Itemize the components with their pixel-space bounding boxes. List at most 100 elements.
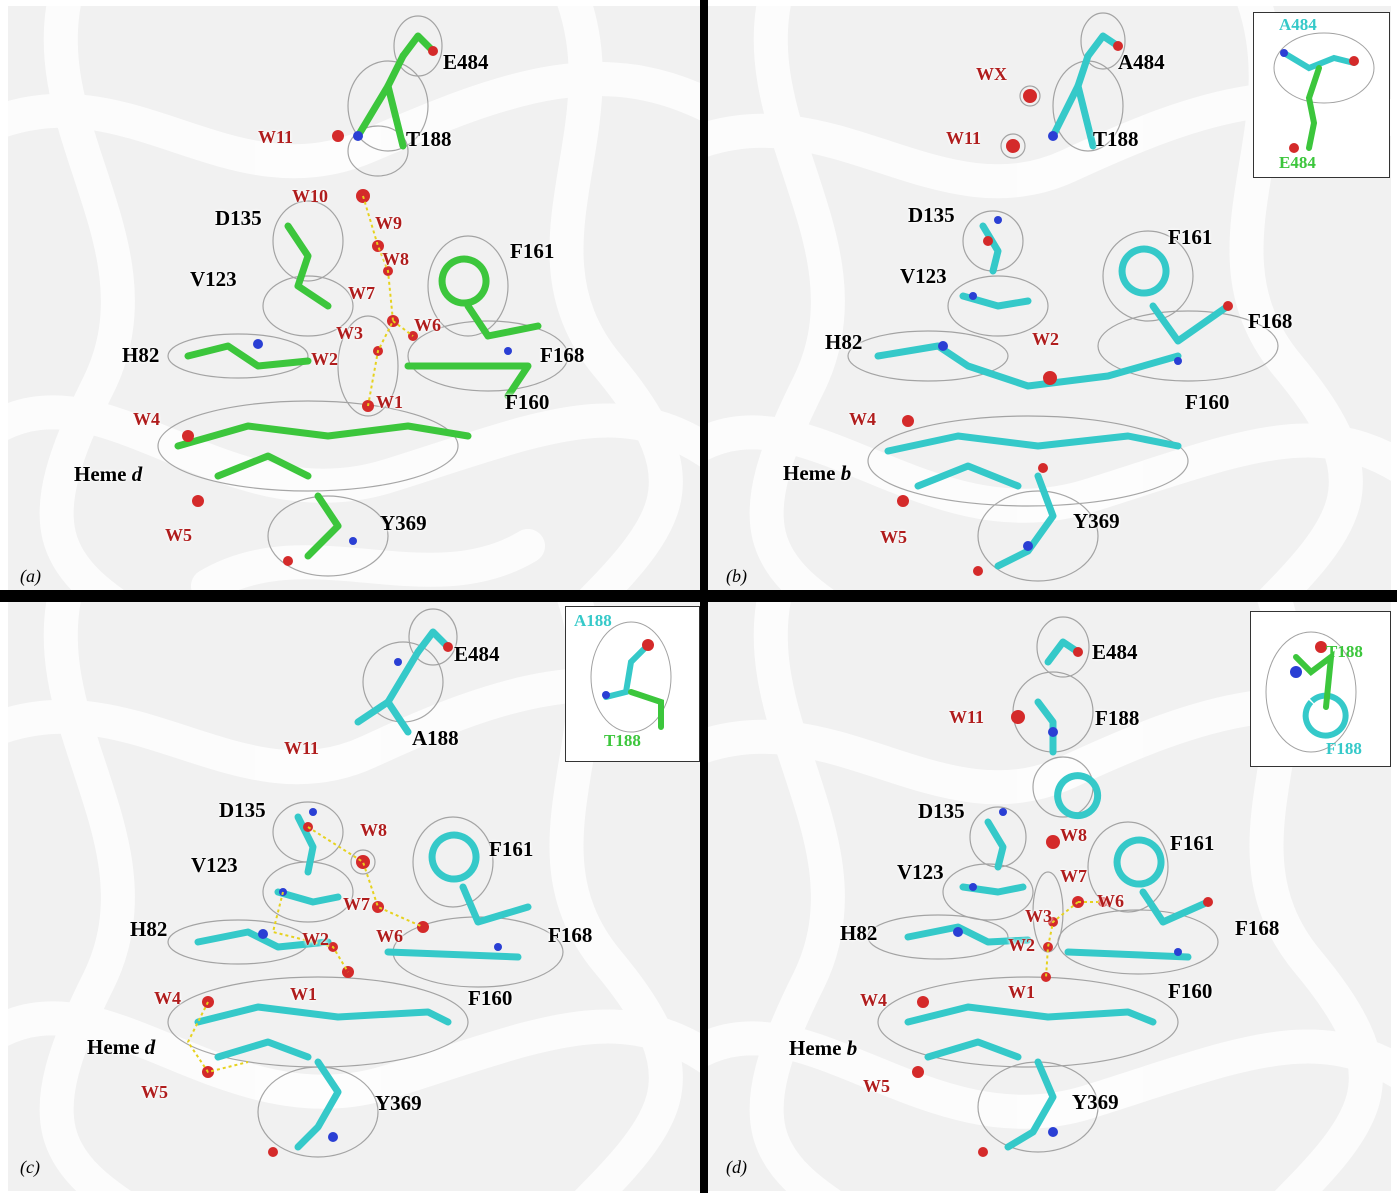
panel-d: E484 F188 D135 V123 H82 F161 F168 F160 Y… <box>708 602 1391 1191</box>
water-label: W2 <box>311 349 338 369</box>
panel-c: E484 A188 D135 V123 H82 F161 F168 F160 Y… <box>8 602 700 1191</box>
residue-label: Y369 <box>375 1091 422 1115</box>
residue-label: F168 <box>540 343 585 367</box>
residue-label: H82 <box>122 343 160 367</box>
inset-mutation-overlay: T188 F188 <box>1250 611 1391 767</box>
panel-a-scene <box>8 6 700 590</box>
residue-label: H82 <box>825 330 863 354</box>
water-label: W8 <box>382 249 409 269</box>
sticks <box>194 628 532 1151</box>
heme-label: Heme d <box>74 462 143 486</box>
residue-label: E484 <box>1092 640 1138 664</box>
residue-label: V123 <box>190 267 237 291</box>
horizontal-divider <box>0 590 1397 602</box>
inset-label-bottom: E484 <box>1279 153 1316 172</box>
water-label: W6 <box>376 926 403 946</box>
residue-label: F160 <box>505 390 550 414</box>
residue-label: F160 <box>1185 390 1230 414</box>
residue-label: Y369 <box>1073 509 1120 533</box>
inset-mutation-overlay: A188 T188 <box>565 606 700 762</box>
residue-label: E484 <box>443 50 489 74</box>
water-label: W2 <box>1032 329 1059 349</box>
panel-letter: (b) <box>726 566 747 586</box>
water-label: W10 <box>292 186 328 206</box>
water-label: W4 <box>154 988 181 1008</box>
residue-label: F161 <box>1168 225 1213 249</box>
water-label: W11 <box>946 128 982 148</box>
mesh <box>157 15 569 577</box>
water-label: WX <box>976 64 1007 84</box>
residue-label: T188 <box>406 127 452 151</box>
residue-label: F168 <box>1235 916 1280 940</box>
water-label: W3 <box>1025 906 1052 926</box>
inset-label-top: A188 <box>574 611 612 630</box>
inset-scene <box>1273 32 1375 153</box>
inset-label-top: A484 <box>1279 15 1317 34</box>
residue-label: F160 <box>468 986 513 1010</box>
water-label: W11 <box>284 738 320 758</box>
atoms-nitrogen <box>953 727 1182 1137</box>
residue-label: F161 <box>489 837 534 861</box>
residue-label: D135 <box>215 206 262 230</box>
water-label: W3 <box>336 323 363 343</box>
water-label: W5 <box>141 1082 168 1102</box>
residue-label: F188 <box>1095 706 1140 730</box>
sticks <box>904 638 1212 1151</box>
residue-label: D135 <box>908 203 955 227</box>
sticks <box>174 32 542 560</box>
inset-label-bottom: F188 <box>1326 739 1362 758</box>
water-label: W8 <box>360 820 387 840</box>
water-label: W11 <box>258 127 294 147</box>
residue-label: F161 <box>1170 831 1215 855</box>
panel-letter: (a) <box>20 566 41 586</box>
panel-b: A484 T188 D135 V123 H82 F161 F168 F160 Y… <box>708 6 1391 590</box>
residue-label: D135 <box>219 798 266 822</box>
heme-label: Heme b <box>789 1036 858 1060</box>
water-label: W6 <box>414 315 441 335</box>
water-label: W6 <box>1097 891 1124 911</box>
residue-label: F168 <box>1248 309 1293 333</box>
water-label: W9 <box>375 213 402 233</box>
residue-label: H82 <box>840 921 878 945</box>
residue-label: D135 <box>918 799 965 823</box>
residue-label: F168 <box>548 923 593 947</box>
inset-mutation-overlay: A484 E484 <box>1253 12 1390 178</box>
residue-label: F160 <box>1168 979 1213 1003</box>
water-label: W8 <box>1060 825 1087 845</box>
inset-scene <box>1265 631 1357 753</box>
residue-label: F161 <box>510 239 555 263</box>
residue-label: Y369 <box>380 511 427 535</box>
hbonds <box>1045 901 1103 978</box>
water-label: W5 <box>863 1076 890 1096</box>
water-label: W7 <box>343 894 370 914</box>
residue-label: H82 <box>130 917 168 941</box>
water-label: W2 <box>302 929 329 949</box>
water-label: W7 <box>348 283 375 303</box>
residue-label: T188 <box>1093 127 1139 151</box>
water-label: W11 <box>949 707 985 727</box>
inset-scene <box>590 621 672 733</box>
residue-label: A188 <box>412 726 459 750</box>
heme-label: Heme d <box>87 1035 156 1059</box>
hbonds <box>362 195 414 407</box>
water-label: W4 <box>849 409 876 429</box>
residue-label: V123 <box>897 860 944 884</box>
residue-label: E484 <box>454 642 500 666</box>
inset-label-top: T188 <box>1326 642 1363 661</box>
water-label: W5 <box>165 525 192 545</box>
water-label: W4 <box>133 409 160 429</box>
panel-a: E484 T188 D135 V123 H82 F161 F168 F160 Y… <box>8 6 700 590</box>
panel-letter: (d) <box>726 1157 747 1177</box>
panel-letter: (c) <box>20 1157 40 1177</box>
atoms-oxygen <box>897 41 1233 576</box>
water-label: W4 <box>860 990 887 1010</box>
residue-label: V123 <box>900 264 947 288</box>
residue-label: A484 <box>1118 50 1165 74</box>
water-label: W7 <box>1060 866 1087 886</box>
atoms-nitrogen <box>253 131 512 545</box>
water-label: W1 <box>1008 982 1035 1002</box>
inset-label-bottom: T188 <box>604 731 641 750</box>
water-label: W2 <box>1008 935 1035 955</box>
water-label: W1 <box>290 984 317 1004</box>
